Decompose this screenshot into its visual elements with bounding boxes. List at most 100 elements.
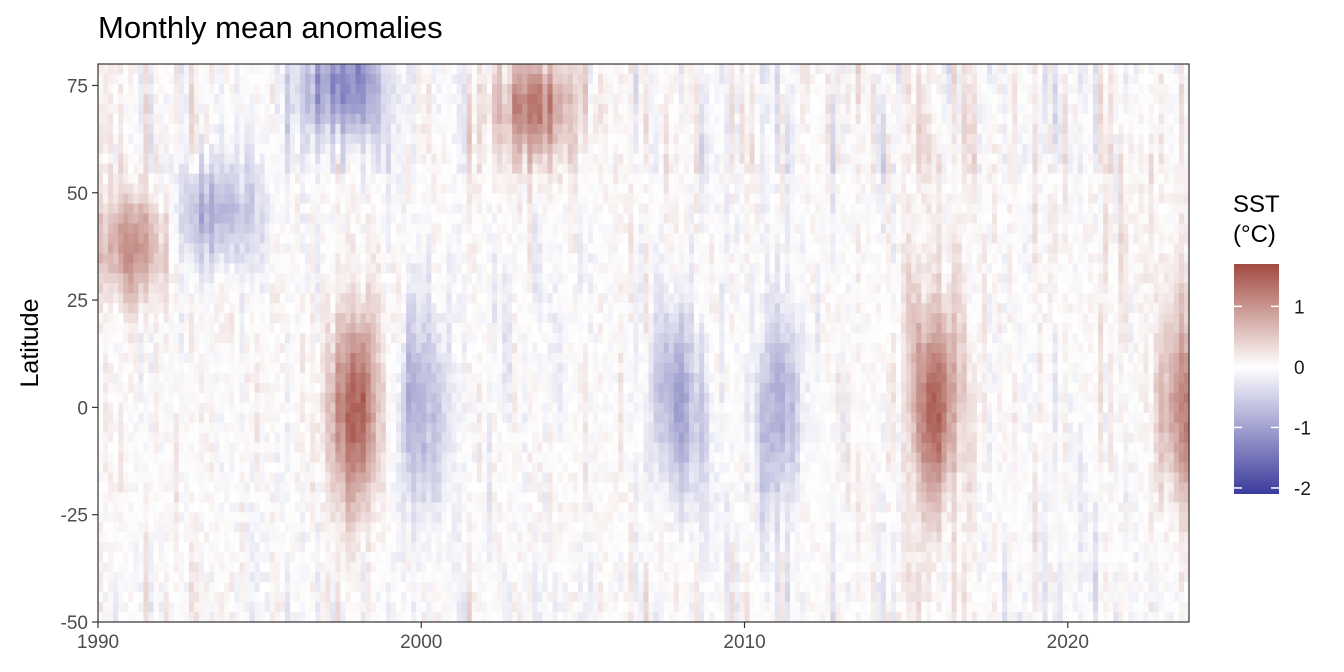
heatmap-cell	[254, 193, 261, 205]
heatmap-cell	[491, 303, 498, 314]
heatmap-cell	[522, 452, 528, 464]
heatmap-cell	[441, 163, 448, 175]
heatmap-cell	[239, 343, 246, 354]
heatmap-cell	[254, 64, 261, 75]
heatmap-cell	[340, 163, 347, 175]
heatmap-cell	[98, 352, 104, 364]
heatmap-cell	[158, 602, 165, 613]
heatmap-cell	[416, 253, 422, 264]
heatmap-cell	[108, 333, 114, 344]
heatmap-cell	[168, 592, 175, 603]
heatmap-cell	[441, 343, 448, 354]
heatmap-cell	[239, 263, 246, 274]
heatmap-cell	[138, 173, 145, 185]
heatmap-cell	[380, 193, 387, 205]
heatmap-cell	[209, 293, 215, 304]
heatmap-cell	[98, 163, 104, 175]
heatmap-cell	[224, 323, 230, 334]
heatmap-cell	[456, 293, 463, 304]
heatmap-cell	[254, 422, 261, 434]
heatmap-cell	[168, 343, 175, 354]
heatmap-cell	[436, 452, 443, 464]
heatmap-cell	[305, 64, 311, 75]
heatmap-cell	[330, 452, 336, 464]
heatmap-cell	[431, 333, 438, 344]
heatmap-cell	[330, 203, 336, 215]
heatmap-cell	[214, 452, 220, 464]
heatmap-cell	[188, 502, 195, 513]
heatmap-cell	[219, 64, 225, 75]
heatmap-cell	[436, 64, 443, 75]
heatmap-cell	[390, 412, 397, 424]
heatmap-cell	[426, 442, 432, 454]
heatmap-cell	[340, 323, 347, 334]
heatmap-cell	[209, 64, 215, 75]
heatmap-cell	[143, 253, 150, 264]
heatmap-cell	[199, 273, 205, 284]
heatmap-cell	[133, 233, 140, 244]
heatmap-cell	[113, 462, 119, 474]
heatmap-cell	[244, 163, 251, 175]
heatmap-cell	[446, 263, 453, 274]
heatmap-cell	[446, 233, 453, 244]
heatmap-cell	[330, 103, 336, 115]
heatmap-cell	[259, 422, 266, 434]
heatmap-cell	[305, 412, 311, 424]
heatmap-cell	[476, 462, 483, 474]
heatmap-cell	[214, 283, 220, 294]
heatmap-cell	[335, 103, 342, 115]
heatmap-cell	[380, 183, 387, 195]
heatmap-cell	[320, 372, 326, 384]
heatmap-cell	[183, 223, 190, 234]
heatmap-cell	[224, 143, 230, 155]
heatmap-cell	[229, 462, 235, 474]
heatmap-cell	[507, 173, 513, 185]
heatmap-cell	[527, 323, 533, 334]
heatmap-cell	[98, 153, 104, 165]
heatmap-cell	[345, 73, 352, 85]
heatmap-cell	[340, 83, 347, 95]
heatmap-cell	[446, 123, 453, 135]
heatmap-cell	[396, 343, 402, 354]
heatmap-cell	[254, 552, 261, 563]
heatmap-cell	[512, 303, 518, 314]
heatmap-cell	[471, 532, 478, 543]
heatmap-cell	[497, 392, 503, 404]
heatmap-cell	[406, 193, 412, 205]
heatmap-cell	[254, 562, 261, 573]
heatmap-cell	[385, 532, 392, 543]
heatmap-cell	[320, 203, 326, 215]
heatmap-cell	[542, 542, 549, 553]
heatmap-cell	[274, 482, 281, 494]
heatmap-cell	[486, 442, 493, 454]
heatmap-cell	[446, 522, 453, 533]
heatmap-cell	[401, 582, 407, 593]
heatmap-cell	[239, 173, 246, 185]
heatmap-cell	[178, 432, 185, 444]
heatmap-cell	[310, 263, 316, 274]
heatmap-cell	[138, 233, 145, 244]
heatmap-cell	[279, 183, 286, 195]
heatmap-cell	[446, 163, 453, 175]
heatmap-cell	[108, 303, 114, 314]
heatmap-cell	[209, 412, 215, 424]
heatmap-cell	[461, 243, 468, 254]
heatmap-cell	[411, 163, 417, 175]
heatmap-cell	[365, 343, 372, 354]
heatmap-cell	[385, 213, 392, 225]
heatmap-cell	[542, 143, 549, 155]
heatmap-cell	[401, 572, 407, 583]
heatmap-cell	[375, 343, 382, 354]
heatmap-cell	[138, 313, 145, 324]
heatmap-cell	[199, 313, 205, 324]
heatmap-cell	[178, 562, 185, 573]
heatmap-cell	[512, 233, 518, 244]
heatmap-cell	[108, 502, 114, 513]
heatmap-cell	[512, 173, 518, 185]
heatmap-cell	[421, 223, 427, 234]
heatmap-cell	[204, 213, 210, 225]
heatmap-cell	[118, 313, 124, 324]
heatmap-cell	[340, 512, 347, 523]
heatmap-cell	[108, 203, 114, 215]
heatmap-cell	[279, 123, 286, 135]
